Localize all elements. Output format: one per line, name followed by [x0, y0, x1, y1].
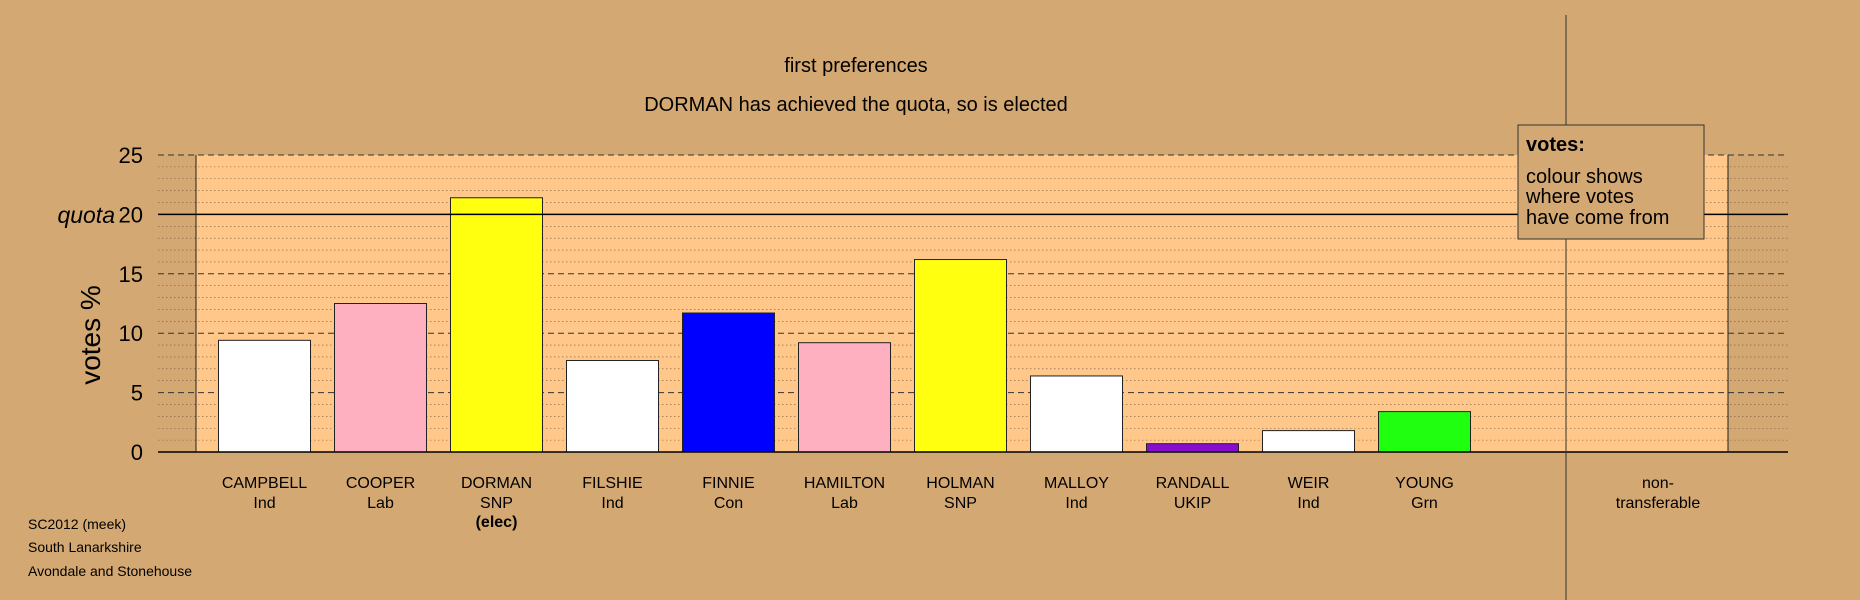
y-tick-label: 5 — [131, 381, 143, 406]
x-label-name: MALLOY — [1044, 475, 1109, 492]
bar-campbell — [218, 339, 311, 453]
y-tick-label: 10 — [119, 321, 143, 346]
x-label-name: DORMAN — [461, 475, 532, 492]
bar-cooper — [334, 303, 427, 453]
x-label-party: Grn — [1411, 495, 1438, 512]
nontransferable-label-line1: non- — [1642, 475, 1674, 492]
bar-weir — [1262, 430, 1355, 453]
footer-line: South Lanarkshire — [28, 539, 142, 555]
x-label-party: SNP — [944, 495, 977, 512]
legend-box — [1517, 124, 1705, 240]
x-label-party: UKIP — [1174, 495, 1211, 512]
x-label-party: Lab — [831, 495, 858, 512]
x-tick-labels: CAMPBELL Ind COOPER Lab DORMAN SNP (elec) FILSH… — [222, 475, 1454, 531]
x-label-party: Lab — [367, 495, 394, 512]
chart-subtitle: DORMAN has achieved the quota, so is ele… — [644, 94, 1068, 116]
x-label-party: Ind — [1065, 495, 1087, 512]
x-label-name: RANDALL — [1156, 475, 1230, 492]
x-label-status: (elec) — [476, 514, 518, 531]
nontransferable-label-line2: transferable — [1616, 495, 1701, 512]
x-label-name: FILSHIE — [582, 475, 642, 492]
x-label-party: SNP — [480, 495, 513, 512]
bar-malloy — [1030, 375, 1123, 453]
footer-line: Avondale and Stonehouse — [28, 563, 192, 579]
x-label-party: Con — [714, 495, 743, 512]
x-label-name: HAMILTON — [804, 475, 885, 492]
chart-title: first preferences — [784, 55, 927, 77]
legend-line: have come from — [1526, 207, 1669, 229]
bar-randall — [1146, 443, 1239, 453]
x-label-name: WEIR — [1288, 475, 1330, 492]
bar-young — [1378, 411, 1471, 453]
axes — [158, 15, 1788, 600]
x-label-name: CAMPBELL — [222, 475, 307, 492]
bar-dorman — [450, 197, 543, 453]
y-axis-label: votes % — [75, 285, 106, 385]
y-tick-label: 15 — [119, 262, 143, 287]
y-tick-label: 0 — [131, 440, 143, 465]
bar-finnie — [682, 312, 775, 453]
legend-line: colour shows — [1526, 166, 1643, 188]
x-label-name: YOUNG — [1395, 475, 1454, 492]
y-tick-labels: 0 5 10 15 20 25 — [119, 143, 143, 465]
y-tick-label: 25 — [119, 143, 143, 168]
x-label-name: FINNIE — [702, 475, 754, 492]
x-label-name: HOLMAN — [926, 475, 994, 492]
y-tick-label: 20 — [119, 202, 143, 227]
quota-label: quota — [57, 202, 115, 228]
x-label-party: Ind — [601, 495, 623, 512]
legend: votes: colour shows where votes have com… — [1517, 124, 1705, 240]
x-label-name: COOPER — [346, 475, 415, 492]
bar-holman — [914, 259, 1007, 453]
legend-title: votes: — [1526, 134, 1585, 156]
legend-line: where votes — [1525, 186, 1634, 208]
plot-margin-right — [1728, 155, 1788, 452]
bar-filshie — [566, 360, 659, 453]
footer-line: SC2012 (meek) — [28, 516, 126, 532]
x-label-party: Ind — [253, 495, 275, 512]
plot-margin-left — [158, 155, 196, 452]
bar-hamilton — [798, 342, 891, 453]
x-label-party: Ind — [1297, 495, 1319, 512]
